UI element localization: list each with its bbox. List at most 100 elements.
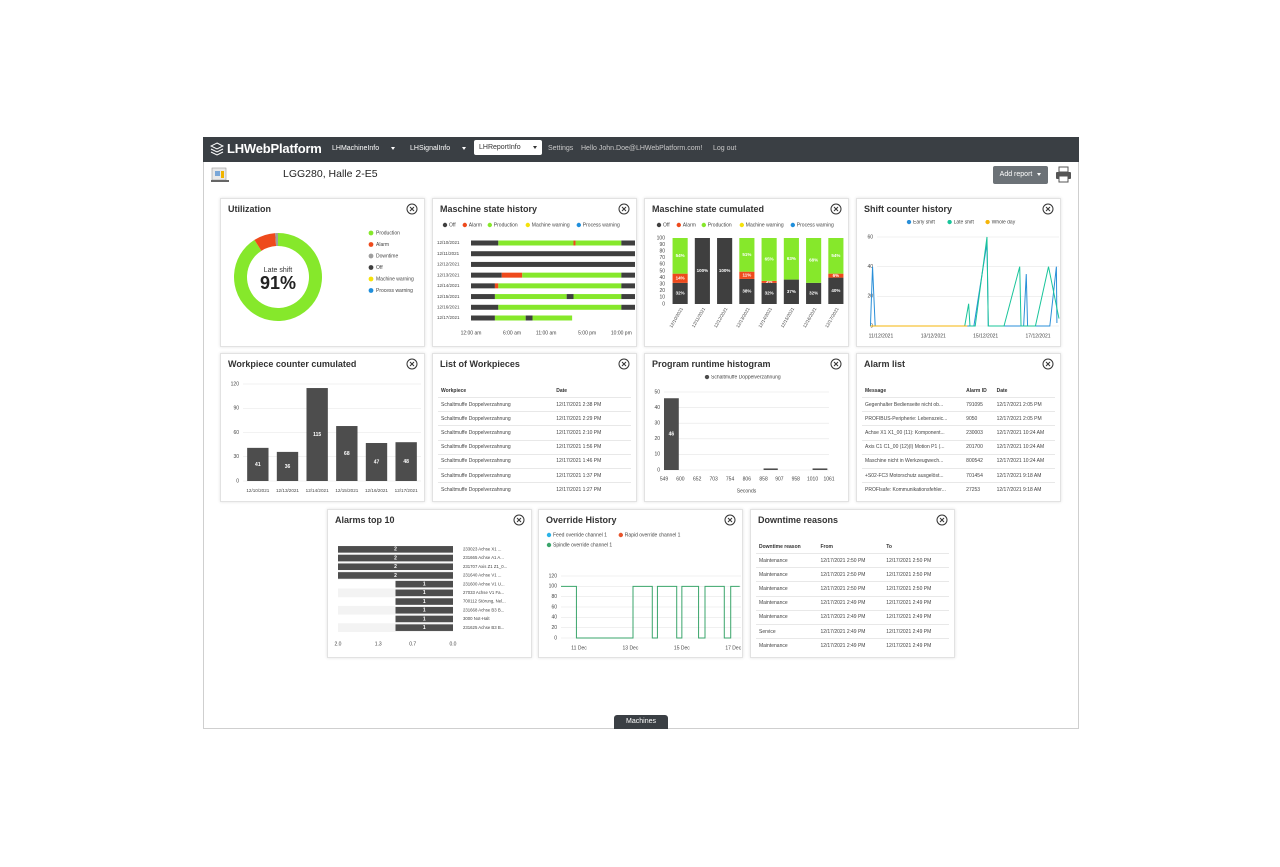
table-cell: 12/17/2021 2:50 PM [817, 581, 884, 597]
table-cell: 12/17/2021 2:05 PM [993, 411, 1055, 426]
x-tick-label: 15 Dec [674, 645, 690, 651]
x-tick-label: 12/16/2021 [802, 306, 818, 328]
table-cell: 800542 [963, 453, 994, 469]
widget-body: Message Alarm ID Date Gegenhalter Bediensei… [857, 375, 1060, 497]
state-segment [522, 272, 622, 278]
close-button[interactable] [1042, 358, 1054, 370]
row-label: 12/11/2021 [437, 251, 460, 256]
bar-segment [694, 238, 710, 304]
value-label: 47 [374, 459, 380, 465]
state-segment [471, 315, 495, 321]
menu-item[interactable]: Settings [548, 145, 574, 152]
value-label: 40% [831, 288, 840, 293]
y-tick-label: 80 [551, 594, 557, 600]
y-tick-label: 40 [551, 615, 557, 621]
print-button[interactable] [1055, 166, 1072, 183]
table-cell: Schaltmuffe Doppelverzahnung [438, 453, 554, 469]
close-button[interactable] [724, 514, 736, 526]
legend-marker [368, 230, 374, 236]
y-tick-label: 70 [659, 255, 665, 261]
widget-title: Maschine state cumulated [652, 204, 765, 214]
table-cell: PROFIBUS-Peripherie: Lebenszeic... [862, 411, 964, 426]
bar [395, 442, 417, 481]
close-circle [724, 514, 736, 526]
pie-slice [234, 233, 322, 321]
bar-segment [806, 282, 822, 304]
table-cell: 12/17/2021 9:18 AM [993, 467, 1055, 483]
state-segment [621, 272, 635, 278]
x-tick-label: 12/10/2021 [668, 306, 684, 328]
x-tick-label: 12/14/2021 [306, 488, 329, 493]
bar-segment [739, 238, 755, 272]
table-row: Schaltmuffe Doppelverzahnung 12/17/2021 1… [438, 467, 631, 483]
state-segment [532, 315, 573, 321]
brand[interactable]: LHWebPlatform [227, 141, 322, 156]
table: Workpiece Date Schaltmuffe Doppelverzahnun… [438, 385, 631, 497]
header-row: Downtime reason From To [756, 541, 949, 554]
bar [338, 546, 453, 553]
table-cell: 12/17/2021 2:50 PM [883, 552, 949, 568]
table-row: Maintenance 12/17/2021 2:49 PM 12/17/2021 … [756, 595, 949, 611]
value-label: 2 [394, 564, 397, 570]
state-segment [494, 294, 567, 300]
add-report-button[interactable]: Add report [993, 166, 1048, 184]
legend-marker [487, 222, 492, 228]
row-label: 12/13/2021 [437, 272, 460, 277]
value-label: 1 [423, 616, 426, 622]
close-circle [830, 203, 842, 215]
y-tick-label: 20 [659, 288, 665, 294]
menu-item[interactable]: LHReportInfo [474, 140, 542, 155]
pie-slice [254, 233, 277, 251]
value-label: 2 [394, 547, 397, 553]
x-tick-label: 0.7 [409, 641, 416, 647]
close-circle [618, 203, 630, 215]
table-cell: 12/17/2021 2:29 PM [553, 411, 631, 426]
y-tick-label: 0 [554, 635, 557, 641]
close-button[interactable] [406, 203, 418, 215]
state-segment [494, 283, 499, 289]
state-segment [573, 294, 622, 300]
widget: Shift counter history Early shift Late shi… [856, 198, 1061, 347]
menu-item[interactable]: Log out [713, 145, 737, 152]
close-button[interactable] [406, 358, 418, 370]
value-label: 46 [669, 431, 675, 437]
table-row: Schaltmuffe Doppelverzahnung 12/17/2021 1… [438, 439, 631, 455]
table-cell: 791095 [963, 396, 994, 412]
machines-tab[interactable]: Machines [614, 715, 668, 729]
menu-item[interactable]: LHSignalInfo [410, 145, 466, 152]
y-tick-label: 40 [867, 264, 873, 270]
close-cross [1045, 361, 1051, 367]
table-row: Service 12/17/2021 2:49 PM 12/17/2021 2:49… [756, 623, 949, 639]
bar-segment [739, 278, 755, 304]
table-cell: Schaltmuffe Doppelverzahnung [438, 396, 554, 412]
value-label: 1 [423, 599, 426, 605]
close-button[interactable] [513, 514, 525, 526]
state-segment [494, 315, 526, 321]
close-button[interactable] [618, 358, 630, 370]
close-button[interactable] [830, 358, 842, 370]
column-header: Date [996, 388, 1008, 394]
close-button[interactable] [936, 514, 948, 526]
menu-item[interactable]: LHMachineInfo [332, 145, 395, 152]
value-label: 38% [742, 289, 751, 294]
close-button[interactable] [618, 203, 630, 215]
y-tick-label: 30 [654, 421, 660, 427]
close-button[interactable] [1042, 203, 1054, 215]
legend-marker [368, 265, 374, 270]
row-label: 12/10/2021 [437, 240, 460, 245]
x-tick-label: 12/14/2021 [757, 306, 773, 328]
bar [306, 388, 328, 481]
chart: 2 233023 Achse X1 ... 2 231665 Achse A1 A..… [335, 546, 507, 647]
table-cell: Maintenance [756, 581, 818, 597]
table-row: Maintenance 12/17/2021 2:50 PM 12/17/2021 … [756, 581, 949, 597]
table-cell: 12/17/2021 1:27 PM [553, 482, 631, 497]
close-button[interactable] [830, 203, 842, 215]
table-cell: 12/17/2021 2:50 PM [883, 581, 949, 597]
widget-title: Alarms top 10 [335, 515, 395, 525]
table-row: Maintenance 12/17/2021 2:50 PM 12/17/2021 … [756, 552, 949, 568]
x-tick-label: 652 [693, 476, 702, 482]
page-title: LGG280, Halle 2-E5 [283, 168, 378, 180]
table-row: Maintenance 12/17/2021 2:49 PM 12/17/2021 … [756, 609, 949, 625]
y-tick-label: 10 [659, 295, 665, 301]
